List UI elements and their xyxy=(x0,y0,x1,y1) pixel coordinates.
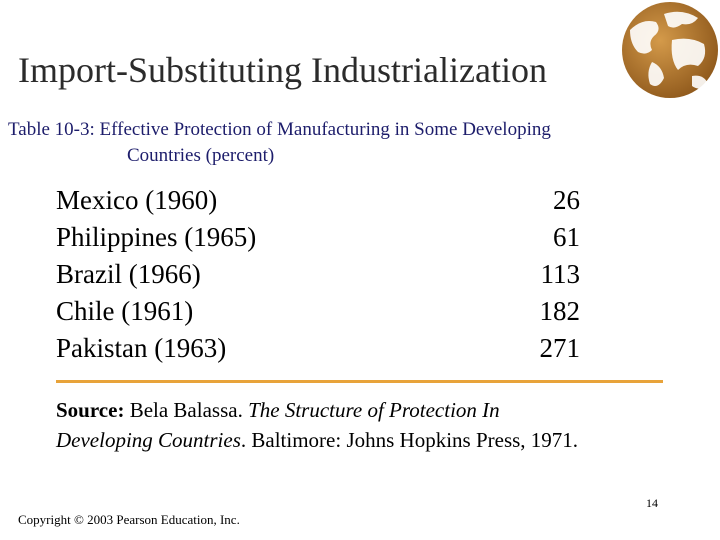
slide-title: Import-Substituting Industrialization xyxy=(18,50,547,90)
country-cell: Mexico (1960) xyxy=(56,185,218,215)
copyright-notice: Copyright © 2003 Pearson Education, Inc. xyxy=(18,512,240,527)
page-number: 14 xyxy=(646,496,658,510)
source-label: Source: xyxy=(56,398,125,422)
country-cell: Pakistan (1963) xyxy=(56,333,227,363)
source-publisher: . Baltimore: Johns Hopkins Press, 1971. xyxy=(240,428,579,452)
value-cell: 26 xyxy=(553,185,580,215)
value-cell: 271 xyxy=(539,333,581,363)
source-title-part-2: Developing Countries xyxy=(56,428,241,452)
globe-icon xyxy=(622,2,718,98)
table-row: Philippines (1965) 61 xyxy=(56,219,580,256)
divider-rule xyxy=(56,380,663,383)
value-cell: 113 xyxy=(540,259,581,289)
source-note: Source: Bela Balassa. The Structure of P… xyxy=(56,395,696,455)
caption-label: Table 10-3 xyxy=(8,119,90,140)
country-cell: Chile (1961) xyxy=(56,296,194,326)
table-row: Chile (1961) 182 xyxy=(56,293,580,330)
source-title-part-1: The Structure of Protection In xyxy=(248,398,500,422)
country-cell: Philippines (1965) xyxy=(56,222,257,252)
country-cell: Brazil (1966) xyxy=(56,259,201,289)
table-row: Mexico (1960) 26 xyxy=(56,182,580,219)
caption-separator: : xyxy=(89,119,100,140)
value-cell: 61 xyxy=(553,222,580,252)
caption-line-1: Effective Protection of Manufacturing in… xyxy=(99,119,551,140)
value-cell: 182 xyxy=(539,296,581,326)
protection-table: Mexico (1960) 26 Philippines (1965) 61 B… xyxy=(56,182,580,367)
table-caption: Table 10-3: Effective Protection of Manu… xyxy=(8,117,708,169)
table-row: Pakistan (1963) 271 xyxy=(56,330,580,367)
source-author: Bela Balassa. xyxy=(129,398,243,422)
caption-line-2: Countries (percent) xyxy=(127,145,275,166)
table-row: Brazil (1966) 113 xyxy=(56,256,580,293)
